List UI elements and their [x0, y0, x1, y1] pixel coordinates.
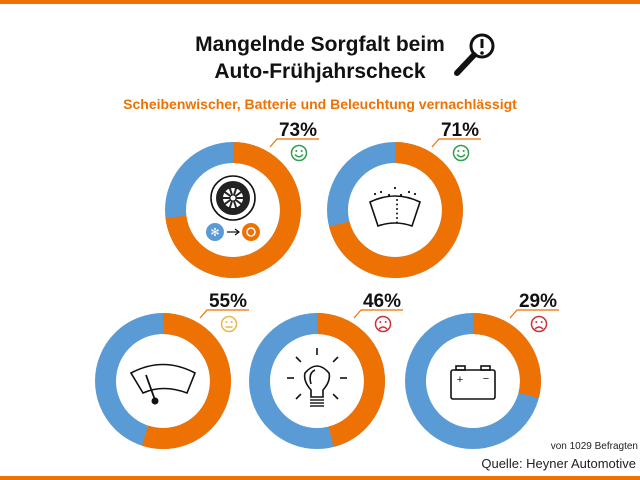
- light-bulb-icon: [287, 348, 347, 407]
- sad-face-icon: [374, 315, 392, 333]
- happy-face-icon: [452, 144, 470, 162]
- percent-label: 73%: [279, 120, 317, 141]
- donut-chart: 55%: [95, 291, 249, 449]
- sample-size-note: von 1029 Befragten: [550, 441, 638, 452]
- donut-value-slice: [95, 313, 231, 449]
- subtitle: Scheibenwischer, Batterie und Beleuchtun…: [123, 96, 517, 112]
- percent-label: 29%: [519, 291, 557, 312]
- source-note: Quelle: Heyner Automotive: [481, 456, 636, 471]
- neutral-face-icon: [220, 315, 238, 333]
- donut-value-slice: [327, 142, 463, 278]
- donut-chart: + −29%: [405, 291, 559, 449]
- svg-text:+: +: [457, 374, 463, 386]
- happy-face-icon: [290, 144, 308, 162]
- donut-chart: 71%: [327, 120, 481, 278]
- bottom-accent-bar: [0, 476, 640, 480]
- magnifier-exclamation-icon: [454, 33, 495, 76]
- svg-text:✻: ✻: [210, 227, 219, 239]
- title-line-2: Auto-Frühjahrscheck: [214, 60, 426, 83]
- leader-line: [269, 138, 319, 148]
- windshield-washer-icon: [369, 186, 421, 228]
- percent-label: 71%: [441, 120, 479, 141]
- leader-line: [353, 309, 403, 319]
- donut-chart: ✻ 73%: [165, 120, 319, 278]
- svg-text:−: −: [483, 373, 489, 385]
- donut-value-slice: [165, 142, 301, 278]
- title-line-1: Mangelnde Sorgfalt beim: [195, 33, 445, 56]
- donut-value-slice: [405, 313, 541, 449]
- percent-label: 55%: [209, 291, 247, 312]
- leader-line: [509, 309, 559, 319]
- leader-line: [199, 309, 249, 319]
- car-battery-icon: + −: [450, 365, 496, 400]
- donut-value-slice: [249, 313, 385, 449]
- sad-face-icon: [530, 315, 548, 333]
- windshield-wiper-icon: [129, 363, 197, 405]
- donut-chart: 46%: [249, 291, 403, 449]
- top-accent-bar: [0, 0, 640, 4]
- percent-label: 46%: [363, 291, 401, 312]
- leader-line: [431, 138, 481, 148]
- tire-seasonal-change-icon: ✻: [206, 175, 260, 241]
